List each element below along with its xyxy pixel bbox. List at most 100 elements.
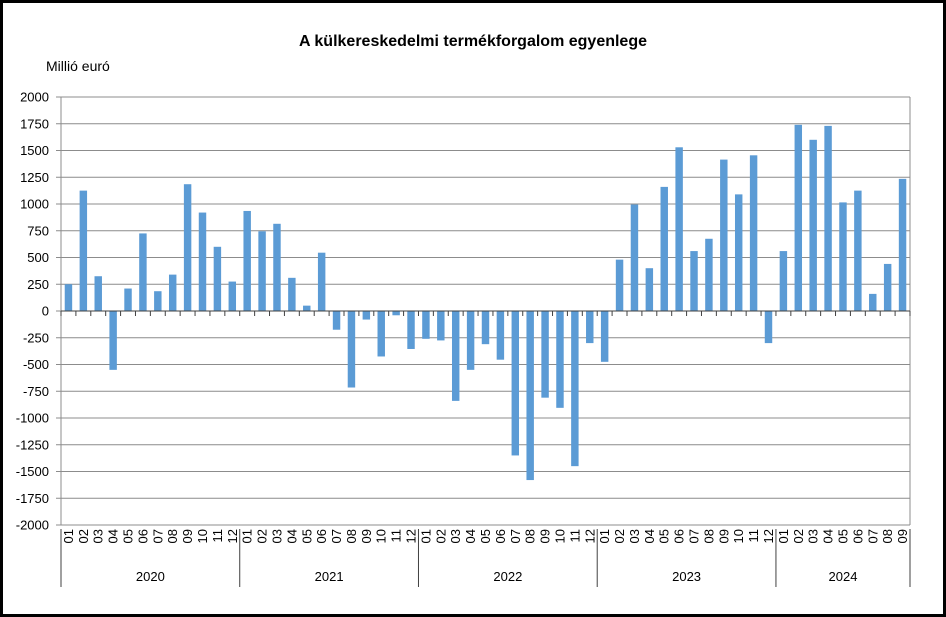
x-month-label: 06 xyxy=(672,529,687,543)
x-month-label: 12 xyxy=(582,529,597,543)
x-month-label: 08 xyxy=(523,529,538,543)
bar xyxy=(79,190,88,311)
bar xyxy=(332,311,341,330)
x-month-label: 11 xyxy=(389,529,404,543)
bar xyxy=(496,311,505,360)
y-axis-unit-label: Millió euró xyxy=(46,58,110,74)
bar xyxy=(273,223,281,311)
y-tick-label: -500 xyxy=(23,357,49,372)
x-month-label: 04 xyxy=(642,529,657,543)
bar xyxy=(154,291,162,311)
y-tick-label: 1000 xyxy=(20,197,49,212)
bar xyxy=(586,311,594,344)
bar xyxy=(258,231,266,311)
bar xyxy=(705,238,713,311)
x-year-label: 2023 xyxy=(672,569,701,584)
x-month-label: 01 xyxy=(240,529,255,543)
x-month-label: 02 xyxy=(791,529,806,543)
bar xyxy=(288,277,296,311)
bar xyxy=(779,251,788,311)
gridlines xyxy=(61,96,910,526)
bar xyxy=(422,311,430,339)
bar xyxy=(64,284,73,311)
x-month-label: 02 xyxy=(612,529,627,543)
x-month-label: 05 xyxy=(121,529,136,543)
bar xyxy=(303,305,311,311)
bar xyxy=(794,124,803,311)
bar xyxy=(883,263,892,311)
x-month-label: 02 xyxy=(76,529,91,543)
bar xyxy=(898,178,907,311)
x-month-label: 06 xyxy=(850,529,865,543)
x-month-label: 09 xyxy=(180,529,195,543)
y-tick-label: -2000 xyxy=(16,518,49,533)
y-tick-label: -250 xyxy=(23,330,49,345)
y-tick-label: -1250 xyxy=(16,437,49,452)
bar xyxy=(571,311,579,467)
bar xyxy=(556,311,564,408)
x-month-label: 04 xyxy=(106,529,121,543)
bar xyxy=(124,288,132,311)
y-tick-label: 2000 xyxy=(20,90,49,105)
bar xyxy=(660,186,668,311)
x-month-label: 09 xyxy=(716,529,731,543)
x-month-label: 07 xyxy=(150,529,165,543)
x-year-label: 2020 xyxy=(136,569,165,584)
x-month-label: 12 xyxy=(225,529,240,543)
bar xyxy=(317,252,326,311)
x-month-label: 02 xyxy=(255,529,270,543)
bar xyxy=(511,311,520,456)
x-month-label: 01 xyxy=(61,529,76,543)
x-month-label: 09 xyxy=(538,529,553,543)
x-month-label: 07 xyxy=(687,529,702,543)
bar xyxy=(213,246,222,311)
x-tick-labels: 01 02 03 04 05 06 07 08 09 10 11 12 01 02 03 04 05 06 07 08… xyxy=(61,529,910,584)
x-month-label: 04 xyxy=(821,529,836,543)
y-tick-label: -750 xyxy=(23,384,49,399)
y-tick-label: 500 xyxy=(27,250,49,265)
y-tick-label: 250 xyxy=(27,277,49,292)
x-month-label: 01 xyxy=(418,529,433,543)
x-month-label: 08 xyxy=(880,529,895,543)
x-month-label: 12 xyxy=(761,529,776,543)
x-year-label: 2022 xyxy=(493,569,522,584)
x-month-label: 03 xyxy=(627,529,642,543)
x-year-label: 2024 xyxy=(829,569,858,584)
x-month-label: 04 xyxy=(284,529,299,543)
x-month-label: 05 xyxy=(299,529,314,543)
x-month-label: 02 xyxy=(433,529,448,543)
bar xyxy=(437,311,445,341)
x-month-label: 08 xyxy=(701,529,716,543)
bar xyxy=(168,274,177,311)
bar xyxy=(764,311,773,344)
chart-title: A külkereskedelmi termékforgalom egyenle… xyxy=(299,33,647,50)
x-month-label: 12 xyxy=(404,529,419,543)
x-month-label: 07 xyxy=(865,529,880,543)
x-month-label: 10 xyxy=(374,529,389,543)
x-month-label: 05 xyxy=(657,529,672,543)
bar xyxy=(466,311,475,370)
bar xyxy=(377,311,385,357)
y-tick-label: 1250 xyxy=(20,170,49,185)
bar xyxy=(824,125,832,311)
x-month-label: 07 xyxy=(329,529,344,543)
bar xyxy=(392,311,400,316)
x-month-label: 05 xyxy=(478,529,493,543)
bar xyxy=(690,251,698,311)
x-month-label: 11 xyxy=(567,529,582,543)
x-month-label: 04 xyxy=(463,529,478,543)
bar xyxy=(720,159,728,311)
x-month-label: 08 xyxy=(344,529,359,543)
bar xyxy=(809,139,817,311)
bar xyxy=(645,268,654,311)
x-month-label: 10 xyxy=(195,529,210,543)
x-month-label: 03 xyxy=(448,529,463,543)
x-month-label: 10 xyxy=(552,529,567,543)
bar xyxy=(839,202,847,311)
y-tick-label: -1750 xyxy=(16,491,49,506)
bar xyxy=(451,311,460,401)
bar xyxy=(854,190,862,311)
x-month-label: 03 xyxy=(269,529,284,543)
x-month-label: 10 xyxy=(731,529,746,543)
bar xyxy=(675,147,683,311)
